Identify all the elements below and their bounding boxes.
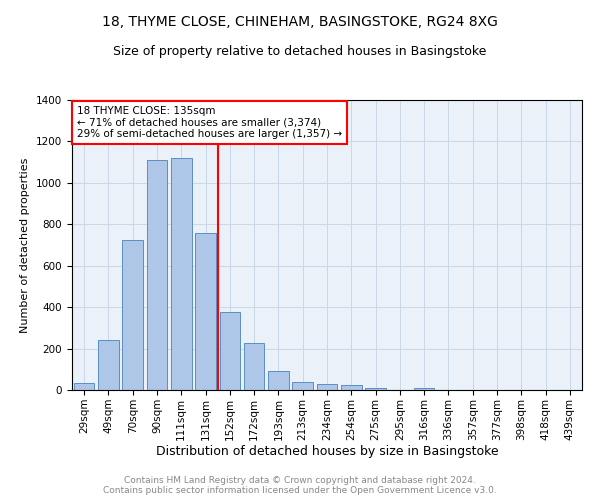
Bar — [171, 158, 191, 390]
Text: Contains HM Land Registry data © Crown copyright and database right 2024.
Contai: Contains HM Land Registry data © Crown c… — [103, 476, 497, 495]
Bar — [341, 386, 362, 390]
Bar — [74, 383, 94, 390]
Text: Size of property relative to detached houses in Basingstoke: Size of property relative to detached ho… — [113, 45, 487, 58]
Text: 18, THYME CLOSE, CHINEHAM, BASINGSTOKE, RG24 8XG: 18, THYME CLOSE, CHINEHAM, BASINGSTOKE, … — [102, 15, 498, 29]
Bar — [146, 160, 167, 390]
Bar — [268, 372, 289, 390]
Bar — [414, 388, 434, 390]
Bar — [317, 384, 337, 390]
X-axis label: Distribution of detached houses by size in Basingstoke: Distribution of detached houses by size … — [155, 446, 499, 458]
Bar — [122, 240, 143, 390]
Y-axis label: Number of detached properties: Number of detached properties — [20, 158, 31, 332]
Bar — [220, 312, 240, 390]
Text: 18 THYME CLOSE: 135sqm
← 71% of detached houses are smaller (3,374)
29% of semi-: 18 THYME CLOSE: 135sqm ← 71% of detached… — [77, 106, 342, 139]
Bar — [195, 232, 216, 390]
Bar — [292, 382, 313, 390]
Bar — [244, 344, 265, 390]
Bar — [365, 388, 386, 390]
Bar — [98, 340, 119, 390]
